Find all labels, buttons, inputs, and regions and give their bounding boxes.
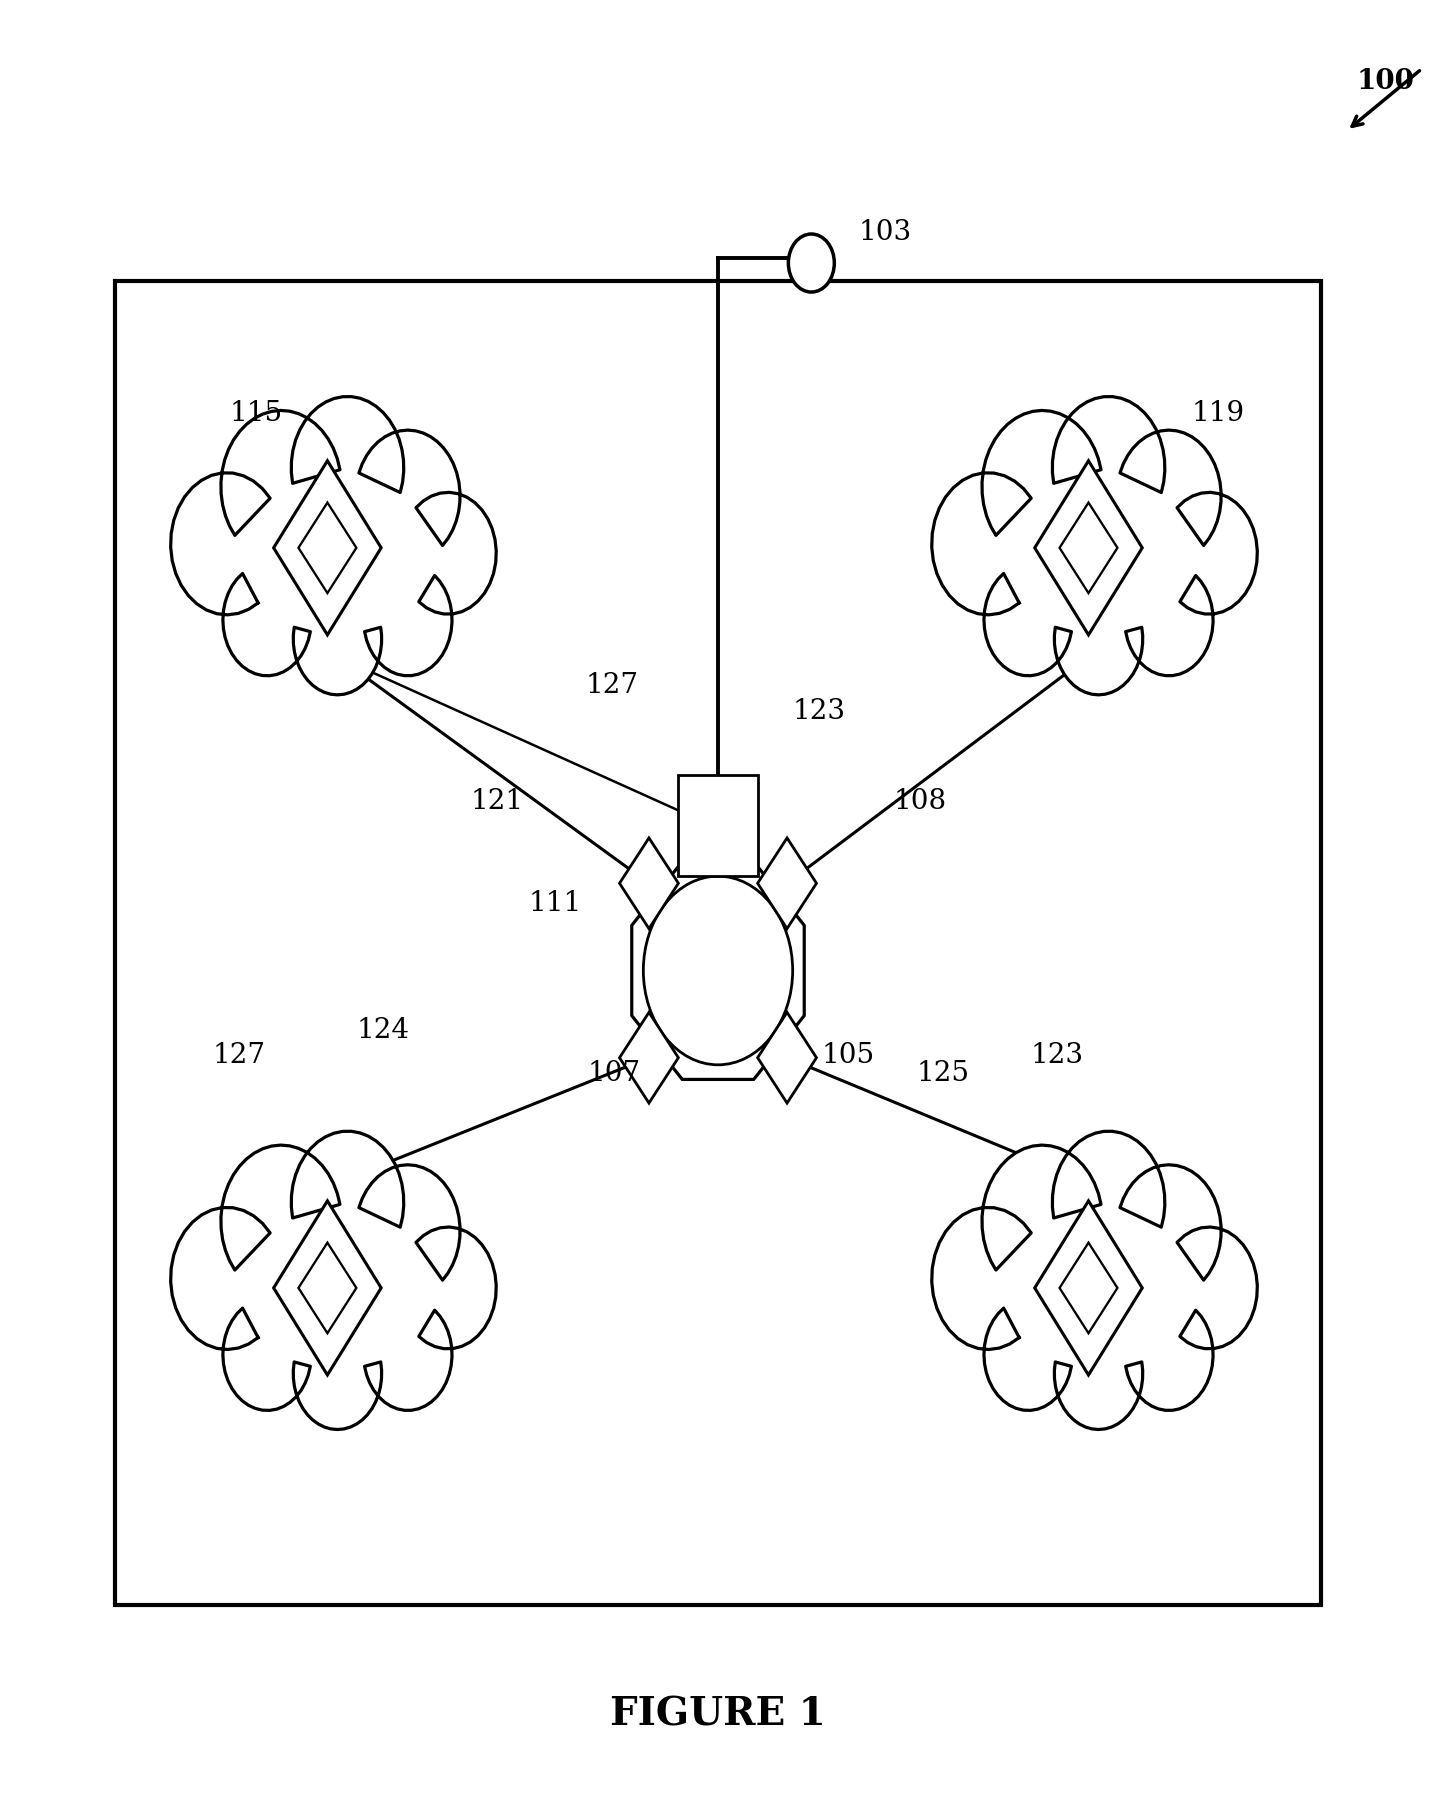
Polygon shape [758, 838, 817, 929]
Text: 124: 124 [356, 1018, 409, 1043]
Bar [115, 281, 1321, 1605]
Text: 123: 123 [793, 698, 846, 724]
Polygon shape [299, 502, 356, 593]
Text: 103: 103 [859, 219, 912, 245]
Polygon shape [1060, 502, 1117, 593]
Polygon shape [632, 862, 804, 1079]
Polygon shape [299, 1243, 356, 1333]
Text: 105: 105 [821, 1043, 875, 1068]
Text: 107: 107 [587, 1061, 642, 1087]
Polygon shape [1035, 461, 1142, 635]
Polygon shape [274, 461, 381, 635]
Polygon shape [619, 1012, 678, 1103]
Polygon shape [619, 838, 678, 929]
Text: 123: 123 [1031, 1043, 1084, 1068]
Polygon shape [932, 1132, 1258, 1429]
Text: 108: 108 [893, 789, 946, 814]
Polygon shape [1035, 1201, 1142, 1375]
Polygon shape [932, 397, 1258, 695]
Bar [678, 775, 758, 876]
Polygon shape [1060, 1243, 1117, 1333]
Circle shape [643, 876, 793, 1065]
Polygon shape [758, 1012, 817, 1103]
Polygon shape [171, 397, 497, 695]
Text: 111: 111 [528, 891, 582, 916]
Circle shape [788, 234, 834, 292]
Text: 127: 127 [213, 1043, 266, 1068]
Text: 100: 100 [1357, 69, 1414, 94]
Text: 125: 125 [916, 1061, 969, 1087]
Text: FIGURE 1: FIGURE 1 [610, 1696, 826, 1732]
Text: 121: 121 [471, 789, 524, 814]
Polygon shape [274, 1201, 381, 1375]
Text: 119: 119 [1192, 401, 1245, 426]
Text: 127: 127 [586, 673, 639, 698]
Polygon shape [171, 1132, 497, 1429]
Text: 115: 115 [230, 401, 283, 426]
